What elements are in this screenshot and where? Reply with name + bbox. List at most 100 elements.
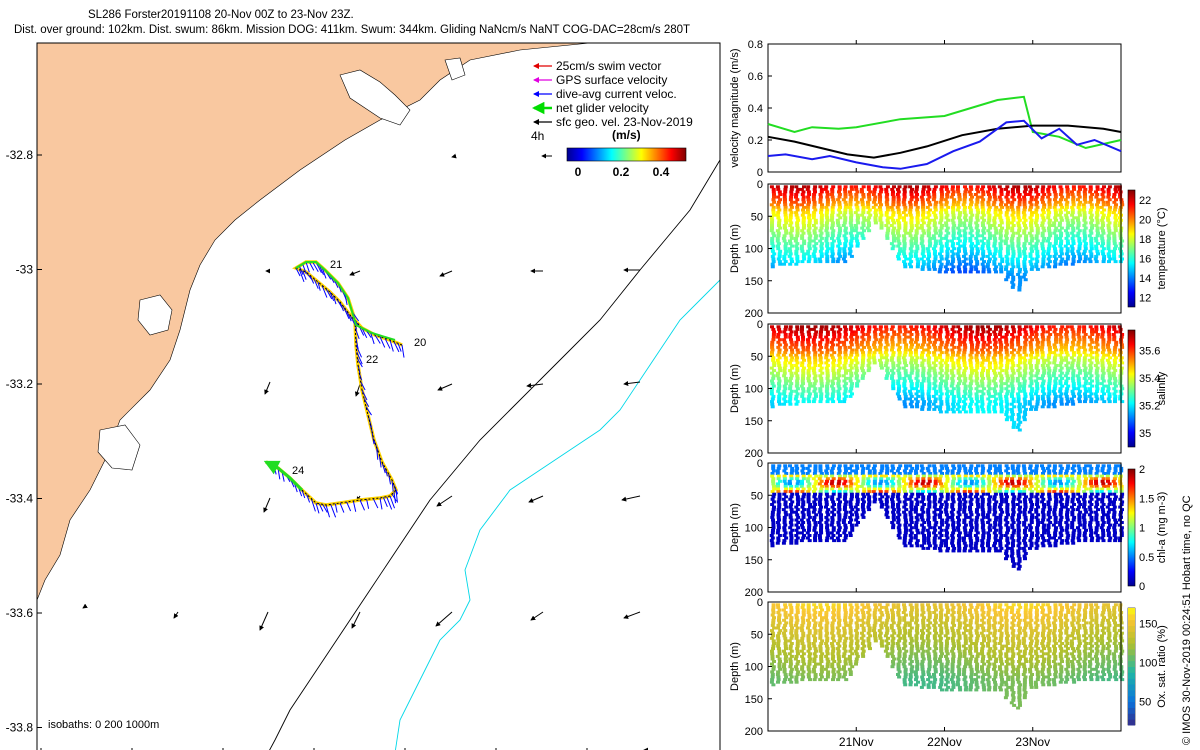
section-data-point <box>964 262 968 266</box>
section-data-point <box>873 474 878 478</box>
section-data-point <box>807 392 812 396</box>
section-data-point <box>777 351 782 355</box>
section-data-point <box>1030 244 1035 248</box>
section-data-point <box>1081 185 1086 189</box>
colorbar-tick-label: 0.2 <box>613 165 630 179</box>
section-data-point <box>955 252 960 256</box>
section-data-point <box>943 236 948 240</box>
section-data-point <box>968 466 973 470</box>
section-data-point <box>1120 257 1124 261</box>
section-data-point <box>771 528 775 532</box>
section-data-point <box>998 366 1003 370</box>
section-data-point <box>865 340 870 344</box>
section-data-point <box>801 374 806 378</box>
section-data-point <box>843 492 848 496</box>
section-data-point <box>956 392 961 396</box>
section-data-point <box>872 200 877 204</box>
section-data-point <box>1075 234 1080 238</box>
section-data-point <box>980 239 984 243</box>
section-data-point <box>824 484 829 488</box>
section-data-point <box>981 392 986 396</box>
section-data-point <box>1047 205 1052 209</box>
section-data-point <box>987 193 991 196</box>
section-data-point <box>860 366 864 370</box>
section-data-point <box>1041 208 1045 212</box>
section-data-point <box>1017 229 1022 233</box>
section-data-point <box>794 389 799 393</box>
section-data-point <box>1059 226 1064 230</box>
section-data-point <box>973 546 978 550</box>
section-data-point <box>916 487 921 491</box>
section-data-point <box>1034 262 1039 266</box>
section-data-point <box>945 213 950 217</box>
section-data-point <box>931 366 936 370</box>
section-data-point <box>958 244 963 248</box>
section-data-point <box>1082 249 1087 253</box>
section-data-point <box>1082 224 1087 227</box>
section-data-point <box>897 340 902 344</box>
section-data-point <box>874 213 878 217</box>
section-data-point <box>1057 200 1062 204</box>
section-data-point <box>987 249 992 253</box>
section-data-point <box>795 198 800 202</box>
section-data-point <box>1041 330 1046 334</box>
section-data-point <box>825 203 830 207</box>
section-data-point <box>794 195 798 199</box>
section-data-point <box>1041 216 1046 220</box>
section-data-point <box>897 213 902 217</box>
section-data-point <box>934 521 939 524</box>
section-data-point <box>1035 205 1040 209</box>
section-data-point <box>939 382 943 386</box>
section-data-point <box>993 226 998 230</box>
section-data-point <box>907 335 912 339</box>
section-data-point <box>812 376 817 380</box>
section-data-point <box>1089 231 1094 235</box>
section-data-point <box>920 405 925 409</box>
section-data-point <box>769 389 774 393</box>
section-data-point <box>831 492 836 496</box>
section-data-point <box>865 343 870 347</box>
section-data-point <box>794 484 799 488</box>
section-data-point <box>1010 260 1015 264</box>
section-data-point <box>891 213 896 217</box>
section-data-point <box>862 487 867 491</box>
section-data-point <box>981 211 985 215</box>
section-data-point <box>813 257 818 261</box>
section-data-point <box>891 466 896 470</box>
section-data-point <box>895 218 900 222</box>
section-data-point <box>848 510 853 514</box>
section-data-point <box>796 515 801 519</box>
section-data-point <box>789 472 794 475</box>
section-data-point <box>806 198 811 202</box>
section-data-point <box>860 513 865 517</box>
section-data-point <box>927 544 932 548</box>
section-data-point <box>957 249 961 253</box>
section-data-point <box>889 242 894 246</box>
section-data-point <box>921 371 926 375</box>
section-data-point <box>795 382 800 386</box>
section-data-point <box>884 200 889 204</box>
section-data-point <box>1064 382 1068 386</box>
section-data-point <box>974 205 979 209</box>
velocity-y-tick-label: 0.8 <box>748 39 763 51</box>
section-data-point <box>939 343 944 347</box>
section-data-point <box>914 482 919 486</box>
section-data-point <box>1113 213 1118 217</box>
section-data-point <box>890 374 895 378</box>
section-data-point <box>854 366 859 370</box>
section-data-point <box>788 208 793 212</box>
section-data-point <box>927 500 932 504</box>
section-data-point <box>992 330 997 334</box>
section-data-point <box>927 464 932 468</box>
section-data-point <box>998 330 1003 334</box>
section-data-point <box>806 330 811 334</box>
section-data-point <box>915 364 920 367</box>
section-data-point <box>968 224 972 227</box>
section-data-point <box>831 364 836 367</box>
section-data-point <box>956 387 961 391</box>
section-data-point <box>885 466 890 470</box>
section-data-point <box>915 208 920 212</box>
section-data-point <box>998 249 1003 253</box>
section-data-point <box>1005 353 1010 357</box>
section-data-point <box>1095 374 1100 378</box>
